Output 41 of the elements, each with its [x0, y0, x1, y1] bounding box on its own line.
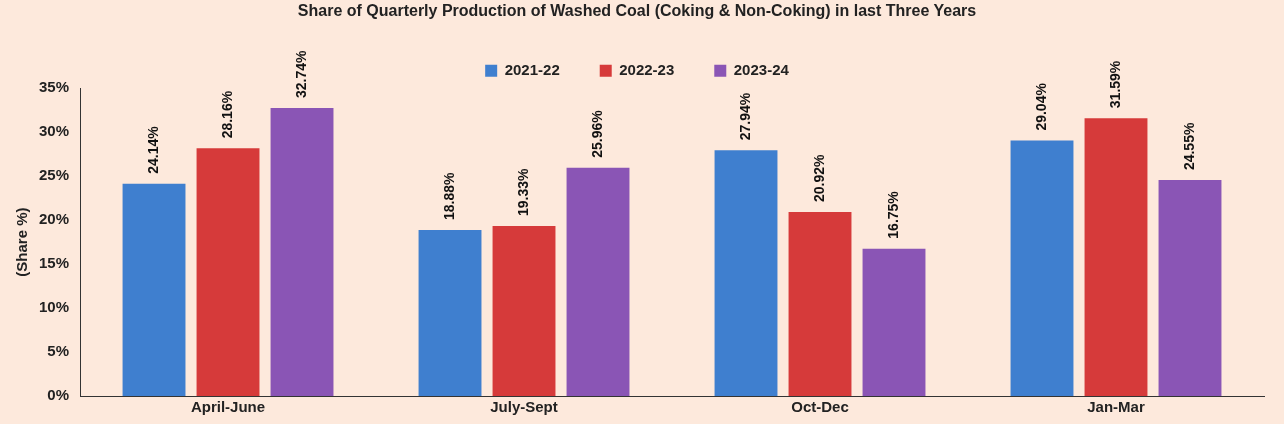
- y-tick-label: 25%: [38, 166, 70, 184]
- data-label: 31.59%: [1106, 60, 1123, 109]
- y-tick-label: 30%: [38, 122, 70, 140]
- data-label: 32.74%: [292, 50, 309, 99]
- data-label: 25.96%: [588, 109, 605, 158]
- bar: [196, 148, 260, 396]
- bar: [788, 212, 852, 396]
- bar: [714, 150, 778, 396]
- bar: [566, 167, 630, 396]
- bar: [862, 248, 926, 396]
- legend-label: 2022-23: [619, 60, 675, 78]
- bar: [418, 229, 482, 396]
- y-tick-label: 10%: [38, 298, 70, 316]
- data-label: 20.92%: [810, 153, 827, 203]
- x-tick-label: April-June: [190, 398, 266, 416]
- data-label: 27.94%: [736, 92, 753, 141]
- y-axis-title: (Share %): [13, 207, 31, 277]
- bar: [1010, 140, 1074, 396]
- x-tick-label: Oct-Dec: [791, 398, 849, 416]
- bar: [492, 226, 556, 396]
- bar: [122, 183, 186, 396]
- y-tick-label: 20%: [38, 210, 70, 228]
- data-label: 18.88%: [440, 171, 457, 220]
- x-tick-label: Jan-Mar: [1087, 398, 1145, 416]
- bar: [1158, 180, 1222, 396]
- bar: [1084, 118, 1148, 396]
- bar: [270, 108, 334, 396]
- data-label: 24.14%: [144, 125, 161, 174]
- y-tick-label: 35%: [38, 78, 70, 96]
- chart-title: Share of Quarterly Production of Washed Coal (Coking & Non-Coking) in last Three Years: [297, 2, 977, 20]
- data-label: 16.75%: [884, 190, 901, 239]
- legend-label: 2021-22: [504, 60, 560, 78]
- legend-label: 2023-24: [733, 60, 790, 78]
- y-tick-label: 0%: [47, 386, 70, 404]
- x-tick-label: July-Sept: [490, 398, 558, 416]
- data-label: 19.33%: [514, 167, 531, 217]
- data-label: 28.16%: [218, 90, 235, 139]
- data-label: 29.04%: [1032, 82, 1049, 131]
- y-tick-label: 15%: [38, 254, 70, 272]
- y-tick-label: 5%: [47, 342, 70, 360]
- data-label: 24.55%: [1180, 122, 1197, 171]
